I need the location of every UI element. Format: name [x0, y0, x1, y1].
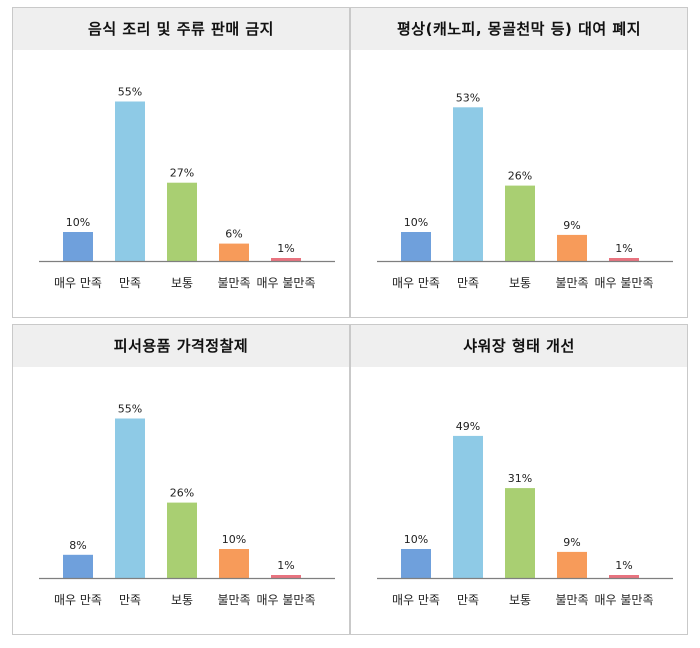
data-label: 1% — [615, 559, 632, 572]
bar-very-satisfied — [401, 232, 431, 261]
data-label: 49% — [456, 420, 480, 433]
bar-dissatisfied — [219, 243, 249, 261]
data-label: 9% — [563, 219, 580, 232]
category-label: 불만족 — [217, 593, 250, 607]
data-label: 1% — [615, 242, 632, 255]
category-label: 매우 불만족 — [256, 593, 315, 607]
data-label: 10% — [66, 216, 90, 229]
category-label: 매우 만족 — [392, 593, 440, 607]
bar-neutral — [167, 182, 197, 261]
data-label: 1% — [277, 242, 294, 255]
bar-satisfied — [453, 107, 483, 261]
bar-satisfied — [115, 418, 145, 578]
bar-chart: 8% 매우 만족 55% 만족 26% 보통 10% 불만족 1% 매우 불만족 — [39, 403, 335, 607]
chart-title: 평상(캐노피, 몽골천막 등) 대여 폐지 — [351, 8, 687, 50]
bar-very-satisfied — [63, 554, 93, 578]
chart-title: 피서용품 가격정찰제 — [13, 325, 349, 367]
category-label: 매우 불만족 — [594, 593, 653, 607]
bar-dissatisfied — [557, 551, 587, 578]
data-label: 27% — [170, 167, 194, 180]
data-label: 10% — [404, 216, 428, 229]
category-label: 매우 만족 — [392, 276, 440, 290]
chart-panel-cooking-ban: 음식 조리 및 주류 판매 금지 10% 매우 만족 55% 만족 27% 보통 6% 불만족… — [12, 7, 350, 318]
category-label: 보통 — [171, 593, 193, 607]
bar-very-dissatisfied — [609, 575, 639, 578]
category-label: 불만족 — [555, 593, 588, 607]
bar-chart: 10% 매우 만족 55% 만족 27% 보통 6% 불만족 1% 매우 불만족 — [39, 86, 335, 290]
bar-neutral — [505, 488, 535, 578]
category-label: 만족 — [457, 593, 479, 607]
category-label: 불만족 — [555, 276, 588, 290]
data-label: 10% — [222, 533, 246, 546]
chart-title: 음식 조리 및 주류 판매 금지 — [13, 8, 349, 50]
data-label: 26% — [508, 170, 532, 183]
data-label: 1% — [277, 559, 294, 572]
category-label: 매우 만족 — [54, 593, 102, 607]
data-label: 9% — [563, 536, 580, 549]
chart-panel-price-tag: 피서용품 가격정찰제 8% 매우 만족 55% 만족 26% 보통 10% 불만족 1% 매우 불… — [12, 324, 350, 635]
bar-neutral — [505, 185, 535, 261]
category-label: 만족 — [119, 276, 141, 290]
bar-chart: 10% 매우 만족 53% 만족 26% 보통 9% 불만족 1% 매우 불만족 — [377, 91, 673, 290]
data-label: 53% — [456, 91, 480, 104]
chart-panel-rental-ban: 평상(캐노피, 몽골천막 등) 대여 폐지 10% 매우 만족 53% 만족 26% 보통… — [350, 7, 688, 318]
bar-very-satisfied — [63, 232, 93, 261]
data-label: 55% — [118, 403, 142, 416]
bar-chart: 10% 매우 만족 49% 만족 31% 보통 9% 불만족 1% 매우 불만족 — [377, 420, 673, 607]
category-label: 매우 만족 — [54, 276, 102, 290]
data-label: 26% — [170, 487, 194, 500]
bar-satisfied — [453, 435, 483, 578]
category-label: 만족 — [119, 593, 141, 607]
category-label: 매우 불만족 — [256, 276, 315, 290]
bar-very-dissatisfied — [271, 258, 301, 261]
data-label: 8% — [69, 539, 86, 552]
bar-dissatisfied — [557, 234, 587, 261]
category-label: 만족 — [457, 276, 479, 290]
bar-very-dissatisfied — [609, 258, 639, 261]
category-label: 보통 — [509, 276, 531, 290]
data-label: 6% — [225, 228, 242, 241]
data-label: 10% — [404, 533, 428, 546]
category-label: 매우 불만족 — [594, 276, 653, 290]
bar-very-dissatisfied — [271, 575, 301, 578]
chart-panel-shower: 샤워장 형태 개선 10% 매우 만족 49% 만족 31% 보통 9% 불만족 1% 매우 불만… — [350, 324, 688, 635]
bar-very-satisfied — [401, 549, 431, 578]
bar-neutral — [167, 502, 197, 578]
chart-title: 샤워장 형태 개선 — [351, 325, 687, 367]
data-label: 55% — [118, 86, 142, 99]
bar-satisfied — [115, 101, 145, 261]
data-label: 31% — [508, 472, 532, 485]
bar-dissatisfied — [219, 549, 249, 578]
category-label: 보통 — [509, 593, 531, 607]
category-label: 보통 — [171, 276, 193, 290]
category-label: 불만족 — [217, 276, 250, 290]
